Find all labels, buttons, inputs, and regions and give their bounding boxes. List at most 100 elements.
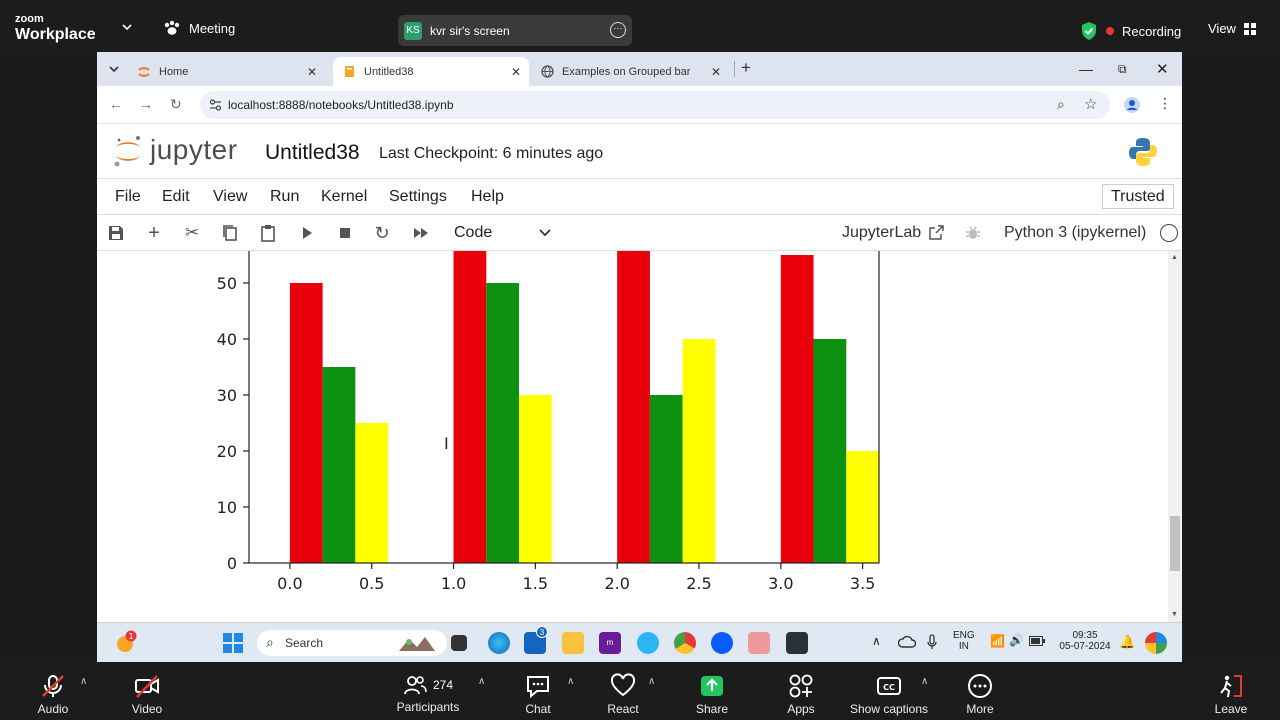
chat-button[interactable]: Chat (520, 662, 556, 720)
wifi-icon[interactable]: 📶 (990, 634, 1005, 648)
paste-icon[interactable] (259, 224, 277, 242)
taskbar-search[interactable]: ⌕ Search (257, 630, 447, 656)
save-icon[interactable] (107, 224, 125, 242)
audio-options-caret-icon[interactable]: ∧ (80, 676, 88, 687)
forward-icon[interactable]: → (139, 96, 153, 112)
new-tab-icon[interactable]: + (741, 58, 751, 77)
zoom-app-icon[interactable] (711, 632, 733, 654)
scroll-down-icon[interactable]: ▼ (1171, 611, 1178, 618)
back-icon[interactable]: ← (109, 96, 123, 112)
edge-icon[interactable] (488, 632, 510, 654)
tab-search-icon[interactable] (108, 63, 120, 75)
tab-home[interactable]: Home ✕ (127, 57, 325, 86)
app-icon-pink[interactable] (748, 632, 770, 654)
zoom-lens-icon[interactable]: ⌕ (1057, 96, 1065, 112)
terminal-icon[interactable] (786, 632, 808, 654)
more-options-icon[interactable]: ··· (610, 22, 626, 38)
restore-icon[interactable]: ⧉ (1118, 62, 1127, 76)
participants-caret-icon[interactable]: ∧ (478, 676, 486, 687)
menu-kernel[interactable]: Kernel (321, 188, 368, 205)
svg-text:CC: CC (883, 683, 895, 692)
menu-view[interactable]: View (213, 188, 248, 205)
restart-icon[interactable]: ↻ (374, 223, 390, 243)
tray-expand-icon[interactable]: ∧ (872, 634, 881, 648)
notification-bell-icon[interactable]: 🔔 (1119, 634, 1136, 649)
trusted-badge[interactable]: Trusted (1102, 184, 1174, 209)
menu-run[interactable]: Run (270, 188, 300, 205)
cell-type-select[interactable]: Code (454, 224, 493, 241)
microphone-icon[interactable] (927, 634, 937, 650)
audio-label: Audio (37, 702, 69, 716)
notebook-title[interactable]: Untitled38 (265, 141, 360, 164)
jupyter-logo-icon[interactable] (113, 134, 143, 168)
close-window-icon[interactable]: ✕ (1156, 61, 1169, 78)
language-indicator[interactable]: ENG IN (953, 630, 975, 652)
volume-icon[interactable]: 🔊 (1009, 633, 1024, 647)
menu-help[interactable]: Help (471, 188, 504, 205)
close-icon[interactable]: ✕ (710, 65, 721, 79)
recording-indicator[interactable]: Recording (1080, 17, 1181, 45)
windows-start-icon[interactable] (223, 633, 243, 653)
copilot-icon[interactable] (637, 632, 659, 654)
run-icon[interactable] (298, 224, 316, 242)
chat-caret-icon[interactable]: ∧ (567, 676, 575, 687)
captions-caret-icon[interactable]: ∧ (921, 676, 929, 687)
clock[interactable]: 09:35 05-07-2024 (1055, 630, 1115, 652)
close-icon[interactable]: ✕ (510, 65, 521, 79)
apps-button[interactable]: Apps (782, 662, 820, 720)
chevron-down-icon[interactable] (538, 227, 552, 239)
tab-untitled38[interactable]: Untitled38 ✕ (333, 57, 529, 86)
site-info-icon[interactable] (209, 99, 222, 111)
chevron-down-icon[interactable] (122, 22, 132, 32)
audio-button[interactable]: Audio (30, 662, 76, 720)
url-input[interactable]: localhost:8888/notebooks/Untitled38.ipyn… (200, 91, 1110, 119)
reload-icon[interactable]: ↻ (170, 96, 182, 112)
menu-file[interactable]: File (115, 188, 141, 205)
menu-edit[interactable]: Edit (162, 188, 190, 205)
share-button[interactable]: Share (692, 662, 732, 720)
jupyterlab-link[interactable]: JupyterLab (842, 224, 922, 241)
browser-menu-icon[interactable]: ⋮ (1158, 95, 1172, 111)
cloud-icon[interactable] (898, 635, 916, 649)
react-button[interactable]: React (604, 662, 642, 720)
app-icon[interactable]: m (599, 632, 621, 654)
close-icon[interactable]: ✕ (306, 65, 317, 79)
language-region: IN (958, 641, 969, 652)
output-scrollbar[interactable]: ▲ ▼ (1168, 251, 1182, 622)
video-button[interactable]: Video (124, 662, 170, 720)
shared-screen-indicator[interactable]: KS kvr sir's screen ··· (398, 15, 632, 46)
menu-settings[interactable]: Settings (389, 188, 447, 205)
external-link-icon[interactable] (928, 224, 945, 241)
weather-widget-icon[interactable]: 1 (114, 630, 138, 654)
bar-series2-group1 (322, 367, 356, 563)
leave-button[interactable]: Leave (1212, 662, 1250, 720)
task-view-icon[interactable] (451, 635, 467, 651)
meeting-button[interactable]: Meeting (163, 20, 235, 36)
stop-icon[interactable] (336, 224, 354, 242)
react-caret-icon[interactable]: ∧ (648, 676, 656, 687)
copy-icon[interactable] (221, 224, 239, 242)
captions-label: Show captions (849, 702, 929, 716)
paw-icon (164, 20, 180, 35)
add-cell-icon[interactable]: + (148, 222, 160, 244)
tab-examples-grouped-bar[interactable]: Examples on Grouped bar ✕ (531, 57, 729, 86)
profile-icon[interactable] (1124, 97, 1140, 113)
minimize-icon[interactable]: — (1079, 61, 1093, 77)
scroll-up-icon[interactable]: ▲ (1171, 254, 1178, 261)
bar-series1-group2 (453, 251, 487, 563)
store-icon[interactable]: 3 (524, 626, 548, 654)
copilot-tray-icon[interactable] (1145, 632, 1167, 654)
debugger-icon[interactable] (965, 225, 981, 241)
chrome-icon[interactable] (674, 632, 696, 654)
scroll-thumb[interactable] (1170, 516, 1180, 571)
more-button[interactable]: More (961, 662, 999, 720)
file-explorer-icon[interactable] (562, 632, 584, 654)
view-button[interactable]: View (1208, 21, 1256, 36)
bookmark-star-icon[interactable]: ☆ (1084, 96, 1098, 113)
cut-icon[interactable]: ✂ (184, 223, 200, 242)
fast-forward-icon[interactable] (412, 224, 430, 242)
battery-icon[interactable] (1029, 636, 1045, 646)
captions-button[interactable]: CC Show captions (846, 662, 932, 720)
participants-button[interactable]: 274 Participants (390, 662, 466, 720)
kernel-name[interactable]: Python 3 (ipykernel) (1004, 224, 1147, 241)
